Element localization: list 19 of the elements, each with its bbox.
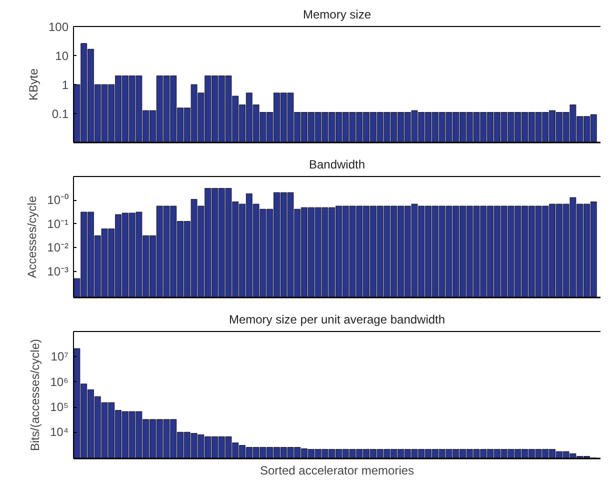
chart-title: Memory size: [302, 8, 372, 22]
y-tick-label: 0.1: [52, 107, 69, 121]
y-tick-label: 10⁶: [50, 374, 69, 389]
y-tick-label: 10⁵: [50, 400, 69, 414]
y-axis-title: Accesses/cycle: [25, 196, 40, 278]
y-tick-label: 10⁻¹: [47, 216, 69, 231]
y-tick-label: 1: [62, 78, 69, 92]
chart-title: Bandwidth: [308, 158, 366, 172]
y-tick-label: 10⁻²: [47, 240, 69, 255]
y-axis-title: KByte: [26, 68, 40, 101]
y-axis-title: Bits/(accesses/cycle): [28, 338, 42, 452]
x-axis-title: Sorted accelerator memories: [260, 464, 414, 478]
y-tick-label: 10⁴: [50, 425, 69, 440]
y-tick-label: 10⁻⁰: [47, 193, 69, 208]
y-tick-label: 10⁷: [50, 350, 69, 364]
y-tick-label: 10⁻³: [47, 264, 69, 278]
chart-title: Memory size per unit average bandwidth: [228, 312, 446, 326]
y-tick-label: 100: [48, 20, 69, 34]
y-tick-label: 10: [55, 49, 69, 63]
